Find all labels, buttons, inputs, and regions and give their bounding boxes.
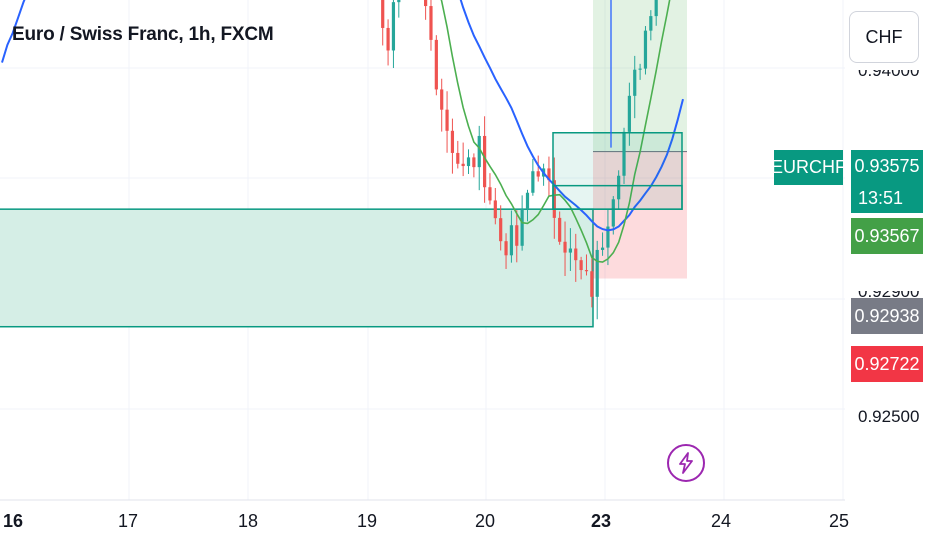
x-tick-label: 17 [118, 511, 139, 531]
candle-body [386, 27, 390, 51]
candle-body [499, 218, 503, 242]
symbol-tag: EURCHF [771, 150, 846, 185]
candle-body [600, 247, 605, 250]
entry-zone [552, 132, 683, 210]
candle-body [493, 200, 497, 219]
candle-body [649, 16, 653, 31]
candle-body [381, 0, 385, 28]
ma-slow-line [1, 0, 684, 232]
grid [0, 0, 845, 501]
candle-body [568, 248, 572, 253]
demand-zone [0, 208, 594, 328]
candle-body [440, 89, 444, 110]
candle-body [611, 199, 615, 227]
zones [0, 208, 594, 328]
candle-body [547, 168, 551, 181]
candle-body [622, 131, 626, 176]
candle-body [563, 241, 567, 253]
candle-body [445, 109, 449, 131]
x-tick-label: 23 [591, 511, 612, 531]
candle-body [525, 192, 530, 209]
candle-body [643, 30, 648, 69]
ma-fast-line [440, 0, 671, 263]
candle-body [488, 187, 492, 201]
x-tick-label: 18 [238, 511, 259, 531]
x-tick-label: 20 [475, 511, 496, 531]
lightning-bolt-icon[interactable] [667, 444, 705, 482]
candle-body [424, 0, 428, 7]
candle-body [466, 157, 471, 167]
moving-averages [1, 0, 684, 263]
candle-body [461, 163, 465, 167]
candle-body [606, 226, 610, 248]
candle-body [638, 68, 642, 70]
countdown-tag: 13:51 [851, 183, 923, 213]
candle-body [552, 180, 556, 218]
candle-body [595, 249, 599, 297]
x-tick-label: 24 [711, 511, 732, 531]
ma-fast-tag: 0.93567 [851, 218, 923, 254]
overlay [552, 0, 683, 210]
candles [381, 0, 658, 320]
entry-zone-inner [552, 184, 683, 210]
candle-body [456, 152, 460, 164]
level-grey-tag: 0.92938 [851, 298, 923, 334]
x-tick-label: 16 [3, 511, 24, 531]
candle-body [477, 135, 481, 168]
candle-body [558, 217, 562, 242]
candle-body [536, 171, 540, 177]
candle-body [391, 2, 396, 51]
candle-body [531, 171, 535, 193]
candle-body [590, 271, 594, 297]
currency-button[interactable]: CHF [849, 11, 919, 63]
candle-body [520, 208, 524, 246]
last-price-tag: 0.93575 [851, 150, 923, 183]
candle-body [434, 39, 438, 90]
y-tick-label: 0.94000 [858, 61, 920, 80]
x-tick-label: 19 [357, 511, 378, 531]
candle-body [472, 157, 476, 168]
candle-body [574, 248, 578, 261]
level-red-tag: 0.92722 [851, 346, 923, 382]
candle-body [515, 225, 519, 246]
candle-body [584, 270, 589, 272]
candle-body [509, 225, 514, 256]
y-tick-label: 0.92500 [858, 407, 920, 426]
y-tick-label: 0.92900 [858, 282, 920, 301]
candle-body [654, 0, 658, 17]
candle-body [627, 95, 631, 132]
candle-body [450, 130, 455, 153]
chart-title: Euro / Swiss Franc, 1h, FXCM [12, 24, 274, 45]
candle-body [397, 0, 401, 3]
candle-body [633, 69, 637, 96]
candle-body [429, 6, 433, 40]
candle-body [579, 260, 583, 271]
candle-body [504, 241, 508, 256]
x-tick-label: 25 [829, 511, 850, 531]
candle-body [482, 135, 487, 188]
candle-body [617, 175, 621, 200]
